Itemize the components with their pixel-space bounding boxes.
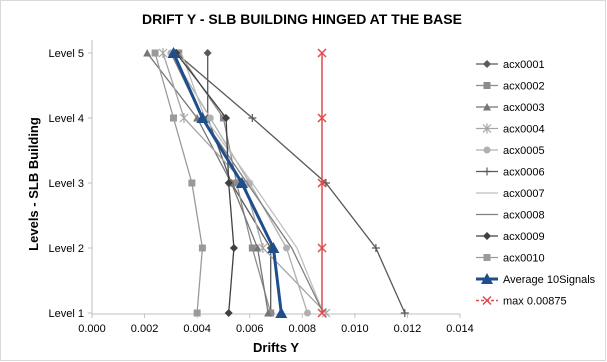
series-average-10signals [167, 47, 288, 318]
legend-entry: acx0002 [476, 81, 545, 93]
data-point [198, 244, 206, 252]
data-point [371, 244, 380, 252]
legend-marker [482, 295, 492, 306]
legend-label: acx0008 [503, 210, 545, 222]
data-point [275, 307, 288, 318]
x-tick-label: 0.004 [183, 323, 211, 335]
data-point [151, 49, 159, 57]
legend-label: acx0009 [503, 231, 545, 243]
legend-label: acx0007 [503, 188, 545, 200]
data-point [222, 114, 231, 122]
legend-entry: acx0004 [476, 123, 545, 136]
legend-entry: max 0.00875 [476, 296, 567, 308]
data-point [169, 114, 177, 122]
legend-label: acx0003 [503, 102, 545, 114]
y-tick-label: Level 5 [49, 48, 84, 60]
data-point [248, 114, 257, 122]
data-point [317, 48, 327, 58]
data-point [235, 177, 248, 188]
data-point [188, 179, 196, 187]
legend-entry: acx0009 [476, 231, 545, 243]
data-point [317, 308, 327, 318]
legend-marker [483, 60, 491, 68]
data-point [400, 309, 409, 317]
y-tick-label: Level 1 [49, 308, 84, 320]
legend-label: Average 10Signals [503, 274, 596, 286]
x-tick-label: 0.000 [78, 323, 106, 335]
legend-entry: acx0008 [476, 210, 545, 222]
data-point [193, 309, 201, 317]
data-point [321, 179, 330, 187]
x-tick-label: 0.010 [341, 323, 369, 335]
legend-entry: acx0001 [476, 59, 545, 71]
legend-marker [483, 146, 491, 154]
series-acx0010 [151, 49, 206, 317]
data-point [167, 47, 180, 58]
legend-label: max 0.00875 [503, 296, 567, 308]
data-point [317, 113, 327, 123]
x-tick-label: 0.008 [289, 323, 317, 335]
data-point [258, 243, 268, 253]
data-point [233, 179, 241, 187]
x-tick-label: 0.002 [131, 323, 159, 335]
series-line [180, 52, 324, 314]
y-axis-title: Levels - SLB Building [26, 117, 41, 251]
chart-title: DRIFT Y - SLB BUILDING HINGED AT THE BAS… [142, 11, 462, 27]
y-tick-label: Level 3 [49, 178, 84, 190]
data-point [196, 112, 209, 123]
data-point [304, 309, 312, 317]
data-point [224, 179, 233, 187]
data-point [203, 49, 212, 57]
data-point [267, 309, 275, 317]
x-tick-label: 0.012 [394, 323, 422, 335]
series-max-0-00875 [317, 48, 327, 318]
legend-label: acx0010 [503, 253, 545, 265]
data-point [224, 309, 233, 317]
y-tick-label: Level 4 [49, 113, 84, 125]
legend-label: acx0006 [503, 167, 545, 179]
data-point [253, 244, 262, 252]
data-point [206, 114, 214, 122]
legend-entry: acx0005 [476, 145, 545, 157]
legend-marker [483, 167, 491, 176]
legend: acx0001 acx0002 acx0003 acx0004 acx0005 acx00… [476, 59, 596, 308]
x-axis-title: Drifts Y [253, 340, 299, 355]
x-tick-label: 0.014 [446, 323, 474, 335]
series-acx0007 [180, 52, 324, 314]
y-tick-label: Level 2 [49, 243, 84, 255]
y-tick-labels: Level 1 Level 2 Level 3 Level 4 Level 5 [49, 48, 92, 320]
data-point [317, 178, 327, 188]
legend-entry: Average 10Signals [476, 273, 596, 286]
x-tick-labels: 0.000 0.002 0.004 0.006 0.008 0.010 0.012 0.014 [78, 314, 474, 335]
legend-entry: acx0006 [476, 167, 545, 179]
legend-marker [483, 254, 491, 261]
legend-label: acx0004 [503, 124, 545, 136]
data-point [317, 243, 327, 253]
data-point [143, 49, 152, 57]
series-acx0009 [172, 49, 238, 317]
legend-marker [483, 232, 491, 240]
legend-marker [481, 273, 493, 284]
legend-entry: acx0010 [476, 253, 545, 265]
x-tick-label: 0.006 [236, 323, 264, 335]
legend-marker [483, 103, 491, 111]
legend-marker [483, 82, 491, 89]
legend-label: acx0001 [503, 59, 545, 71]
legend-marker [482, 123, 492, 134]
data-point [229, 244, 238, 252]
legend-label: acx0005 [503, 145, 545, 157]
data-point [283, 244, 291, 252]
data-point [179, 113, 189, 123]
legend-entry: acx0003 [476, 102, 545, 114]
data-point [248, 244, 256, 252]
legend-label: acx0002 [503, 81, 545, 93]
legend-entry: acx0007 [476, 188, 545, 200]
data-point [158, 48, 168, 58]
data-point [264, 309, 273, 317]
series-lines [143, 47, 409, 318]
data-point [267, 242, 280, 253]
